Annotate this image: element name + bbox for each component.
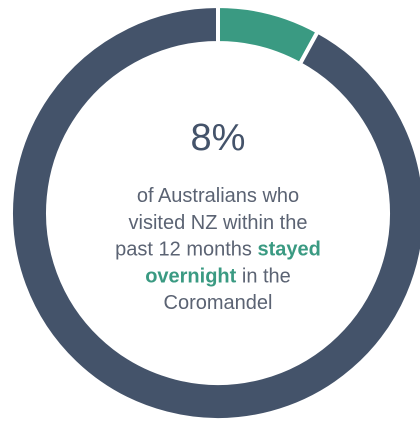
- description-text: in the: [236, 266, 290, 288]
- description-text: past 12 months: [115, 239, 257, 261]
- description-text: Coromandel: [164, 292, 273, 314]
- highlight-text: stayed: [257, 239, 320, 261]
- description-line: overnight in the: [145, 266, 291, 288]
- description: of Australians who visited NZ within the p…: [115, 185, 321, 314]
- description-line: visited NZ within the: [129, 212, 308, 234]
- description-line: past 12 months stayed: [115, 239, 321, 261]
- description-line: Coromandel: [164, 292, 273, 314]
- donut-segment: [9, 3, 420, 422]
- description-text: of Australians who: [137, 185, 299, 207]
- donut-ring: [9, 3, 420, 422]
- description-line: of Australians who: [137, 185, 299, 207]
- highlight-text: overnight: [145, 266, 236, 288]
- center-value-label: 8%: [191, 117, 246, 159]
- description-text: visited NZ within the: [129, 212, 308, 234]
